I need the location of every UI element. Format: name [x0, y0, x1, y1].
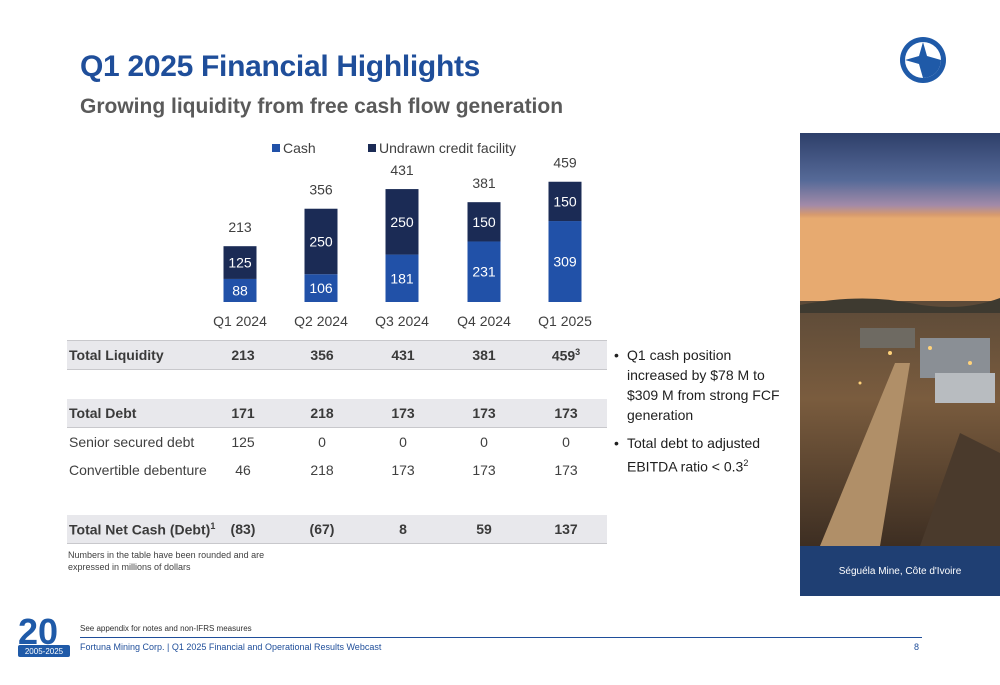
table-cell: 173 [391, 405, 415, 421]
liquidity-bar-chart: 88 125 213 Q1 2024 106 250 356 Q2 2024 181 250 431… [213, 155, 592, 329]
table-cell: (83) [230, 521, 256, 537]
highlights-list: Q1 cash position increased by $78 M to $… [614, 345, 794, 485]
table-cell: 218 [310, 462, 334, 478]
table-cell: 125 [231, 434, 255, 450]
table-cell: 173 [472, 405, 496, 421]
row-label: Total Net Cash (Debt)1 [69, 521, 215, 538]
footnote-marker: 2 [743, 458, 749, 468]
page-number: 8 [914, 642, 920, 652]
company-logo [900, 37, 946, 83]
legend-credit-label: Undrawn credit facility [379, 140, 516, 156]
data-label: 250 [309, 233, 333, 249]
total-label: 459 [553, 155, 577, 171]
bar-cash [385, 254, 419, 302]
x-tick-label: Q4 2024 [457, 313, 511, 329]
rounding-note: Numbers in the table have been rounded a… [68, 550, 265, 572]
legend-cash-label: Cash [283, 140, 316, 156]
table-cell: 0 [562, 434, 570, 450]
table-cell: 59 [476, 521, 492, 537]
bar-credit [385, 189, 419, 255]
row-label: Total Liquidity [69, 347, 164, 363]
table-cell: 218 [310, 405, 334, 421]
table-cell: 173 [472, 462, 496, 478]
data-label: 309 [553, 254, 577, 270]
anniversary-logo: 20 2005-2025 [18, 611, 70, 657]
footnote-marker: 1 [210, 521, 216, 531]
appendix-note: See appendix for notes and non-IFRS meas… [80, 624, 252, 633]
table-cell: 0 [480, 434, 488, 450]
x-tick-label: Q1 2024 [213, 313, 267, 329]
bullet-debt-ratio: Total debt to adjusted EBITDA ratio < 0.… [614, 433, 794, 477]
bullet-cash-position: Q1 cash position increased by $78 M to $… [614, 345, 794, 425]
table-row-convertible: Convertible debenture 46 218 173 173 173 [67, 456, 607, 484]
table-cell-value: 459 [551, 347, 576, 364]
bar-cash [548, 221, 582, 302]
table-row-net-cash: Total Net Cash (Debt)1 (83) (67) 8 59 13… [67, 515, 607, 544]
footnote-marker: 3 [575, 347, 581, 357]
table-cell: 4593 [536, 347, 596, 364]
data-label: 150 [553, 193, 577, 209]
bar-cash [223, 278, 257, 302]
table-cell: 171 [231, 405, 255, 421]
table-row-senior-debt: Senior secured debt 125 0 0 0 0 [67, 428, 607, 456]
bar-credit [223, 246, 257, 279]
table-cell: 0 [399, 434, 407, 450]
photo-caption: Séguéla Mine, Côte d'Ivoire [800, 546, 1000, 596]
table-row-total-liquidity: Total Liquidity 213 356 431 381 4593 [67, 340, 607, 370]
bar-cash [467, 241, 501, 302]
bullet-debt-ratio-text: Total debt to adjusted EBITDA ratio < 0.… [627, 435, 761, 475]
page-title: Q1 2025 Financial Highlights [80, 50, 481, 83]
total-label: 381 [472, 175, 496, 191]
data-label: 181 [390, 270, 414, 286]
page-subtitle: Growing liquidity from free cash flow ge… [80, 95, 564, 118]
table-cell: 356 [310, 347, 334, 363]
total-label: 356 [309, 182, 333, 198]
data-label: 150 [472, 214, 496, 230]
table-cell: 0 [318, 434, 326, 450]
bar-cash [304, 274, 338, 302]
x-tick-label: Q1 2025 [538, 313, 592, 329]
table-cell: 213 [231, 347, 255, 363]
legend-credit-swatch [368, 144, 376, 152]
table-cell: 173 [554, 462, 578, 478]
table-cell: 173 [391, 462, 415, 478]
footer-text: Fortuna Mining Corp. | Q1 2025 Financial… [80, 642, 382, 652]
data-label: 88 [232, 282, 248, 298]
data-label: 125 [228, 255, 252, 271]
table-cell: 381 [472, 347, 496, 363]
legend-cash: Cash [272, 140, 316, 156]
legend-credit: Undrawn credit facility [368, 140, 516, 156]
x-tick-label: Q2 2024 [294, 313, 348, 329]
total-label: 213 [228, 219, 252, 235]
row-label: Total Debt [69, 405, 137, 421]
table-row-total-debt: Total Debt 171 218 173 173 173 [67, 399, 607, 428]
x-tick-label: Q3 2024 [375, 313, 429, 329]
footer-divider [80, 637, 922, 638]
anniversary-years: 2005-2025 [25, 647, 64, 656]
row-label-text: Total Net Cash (Debt) [69, 521, 211, 538]
table-cell: 8 [399, 521, 407, 537]
bar-credit [304, 208, 338, 275]
row-label: Convertible debenture [69, 462, 207, 478]
table-cell: 46 [235, 462, 251, 478]
bar-credit [467, 202, 501, 242]
bar-credit [548, 181, 582, 222]
legend-cash-swatch [272, 144, 280, 152]
mine-photo [800, 133, 1000, 546]
table-cell: (67) [309, 521, 335, 537]
table-cell: 431 [391, 347, 415, 363]
table-cell: 137 [554, 521, 578, 537]
data-label: 250 [390, 214, 414, 230]
data-label: 231 [472, 264, 496, 280]
table-cell: 173 [554, 405, 578, 421]
row-label: Senior secured debt [69, 434, 195, 450]
data-label: 106 [309, 280, 333, 296]
total-label: 431 [390, 162, 414, 178]
